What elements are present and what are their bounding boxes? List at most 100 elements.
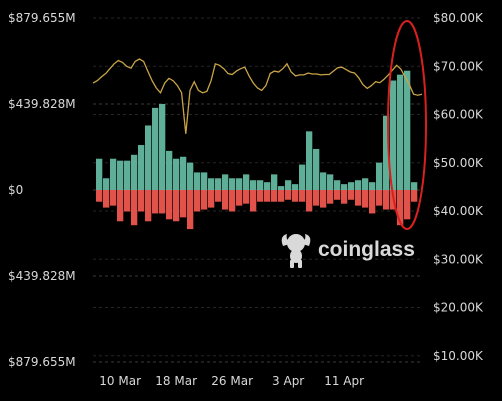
- inflow-bar: [397, 74, 404, 190]
- outflow-bars: [96, 190, 418, 230]
- inflow-bar: [376, 162, 383, 190]
- outflow-bar: [299, 190, 306, 202]
- left-axis-tick-label: $0: [8, 183, 23, 197]
- outflow-bar: [173, 190, 180, 222]
- x-axis-tick-label: 10 Mar: [99, 374, 141, 388]
- inflow-bar: [222, 174, 229, 190]
- inflow-bar: [320, 172, 327, 190]
- outflow-bar: [362, 190, 369, 208]
- inflow-bar: [341, 184, 348, 190]
- outflow-bar: [404, 190, 411, 220]
- right-axis-tick-label: $10.00K: [433, 349, 484, 363]
- left-axis-tick-label: $879.655M: [8, 11, 76, 25]
- inflow-bar: [271, 174, 278, 190]
- right-axis-tick-label: $80.00K: [433, 11, 484, 25]
- outflow-bar: [222, 190, 229, 210]
- coinglass-watermark: coinglass: [281, 234, 415, 268]
- inflow-bar: [187, 162, 194, 190]
- outflow-bar: [117, 190, 124, 222]
- inflow-bar: [313, 148, 320, 190]
- inflow-bar: [250, 180, 257, 190]
- right-axis-tick-label: $60.00K: [433, 108, 484, 122]
- outflow-bar: [278, 190, 285, 202]
- inflow-bar: [180, 156, 187, 190]
- outflow-bar: [369, 190, 376, 214]
- outflow-bar: [124, 190, 131, 212]
- x-axis: 10 Mar 18 Mar 26 Mar 3 Apr 11 Apr: [99, 374, 364, 388]
- outflow-bar: [215, 190, 222, 202]
- inflow-bar: [334, 180, 341, 190]
- inflow-bar: [285, 180, 292, 190]
- inflow-bar: [257, 180, 264, 190]
- outflow-bar: [145, 190, 152, 222]
- highlight-ellipse: [387, 20, 427, 230]
- outflow-bar: [411, 190, 418, 202]
- inflow-bar: [194, 172, 201, 190]
- outflow-bar: [103, 190, 110, 208]
- right-axis: $80.00K $70.00K $60.00K $50.00K $40.00K $30.0…: [433, 11, 484, 363]
- inflow-bar: [208, 178, 215, 190]
- inflow-bar: [138, 145, 145, 190]
- inflow-bar: [229, 178, 236, 190]
- outflow-bar: [159, 190, 166, 214]
- inflow-bar: [306, 131, 313, 190]
- outflow-bar: [271, 190, 278, 202]
- inflow-bar: [103, 178, 110, 190]
- outflow-bar: [313, 190, 320, 206]
- inflow-bar: [383, 115, 390, 190]
- inflow-bar: [173, 158, 180, 190]
- outflow-bar: [152, 190, 159, 214]
- inflow-bar: [152, 107, 159, 190]
- outflow-bar: [348, 190, 355, 200]
- outflow-bar: [96, 190, 103, 202]
- right-axis-tick-label: $20.00K: [433, 301, 484, 315]
- x-axis-tick-label: 26 Mar: [211, 374, 253, 388]
- outflow-bar: [376, 190, 383, 206]
- outflow-bar: [229, 190, 236, 212]
- right-axis-tick-label: $40.00K: [433, 204, 484, 218]
- inflow-bar: [131, 154, 138, 190]
- outflow-bar: [257, 190, 264, 202]
- outflow-bar: [236, 190, 243, 206]
- inflow-bar: [159, 103, 166, 190]
- inflow-bar: [243, 174, 250, 190]
- inflow-bar: [355, 180, 362, 190]
- inflow-bar: [362, 178, 369, 190]
- outflow-bar: [250, 190, 257, 212]
- inflow-bars: [96, 70, 418, 190]
- outflow-bar: [306, 190, 313, 212]
- watermark-text: coinglass: [318, 238, 415, 261]
- outflow-bar: [397, 190, 404, 226]
- x-axis-tick-label: 11 Apr: [324, 374, 364, 388]
- left-axis-tick-label: $879.655M: [8, 355, 76, 369]
- outflow-bar: [341, 190, 348, 204]
- inflow-bar: [390, 80, 397, 190]
- inflow-bar: [348, 182, 355, 190]
- outflow-bar: [264, 190, 271, 202]
- left-axis-tick-label: $439.828M: [8, 97, 76, 111]
- left-axis-tick-label: $439.828M: [8, 269, 76, 283]
- outflow-bar: [138, 190, 145, 212]
- right-axis-tick-label: $50.00K: [433, 156, 484, 170]
- inflow-bar: [299, 164, 306, 190]
- outflow-bar: [383, 190, 390, 210]
- x-axis-tick-label: 18 Mar: [155, 374, 197, 388]
- inflow-bar: [145, 125, 152, 190]
- outflow-bar: [110, 190, 117, 206]
- outflow-bar: [166, 190, 173, 220]
- inflow-bar: [215, 178, 222, 190]
- outflow-bar: [208, 190, 215, 208]
- x-axis-tick-label: 3 Apr: [272, 374, 304, 388]
- outflow-bar: [131, 190, 138, 226]
- outflow-bar: [243, 190, 250, 204]
- inflow-bar: [369, 182, 376, 190]
- inflow-bar: [201, 172, 208, 190]
- coinglass-logo-icon: [281, 234, 311, 268]
- outflow-bar: [320, 190, 327, 208]
- inflow-bar: [404, 70, 411, 190]
- inflow-bar: [327, 174, 334, 190]
- inflow-bar: [117, 160, 124, 190]
- outflow-bar: [194, 190, 201, 212]
- inflow-bar: [411, 182, 418, 190]
